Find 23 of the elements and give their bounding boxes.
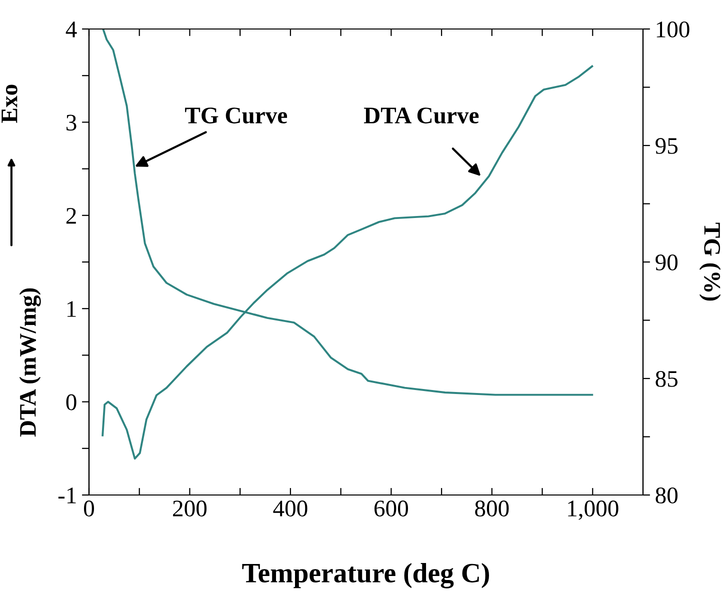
y-tick-label: 2 bbox=[66, 208, 76, 224]
x-tick-label: 200 bbox=[173, 500, 207, 516]
y-tick-label: -1 bbox=[58, 488, 76, 504]
y2-axis-title: TG (%) bbox=[699, 222, 721, 301]
x-tick-label: 800 bbox=[475, 500, 509, 516]
y2-tick-label: 80 bbox=[656, 487, 678, 504]
y-tick-label: 3 bbox=[66, 114, 76, 131]
x-axis-title: Temperature (deg C) bbox=[242, 562, 489, 588]
y-axis-title: DTA (mW/mg) bbox=[19, 288, 41, 437]
y2-tick-label: 100 bbox=[656, 21, 690, 38]
x-tick-label: 1,000 bbox=[568, 500, 618, 520]
y-tick-label: 1 bbox=[67, 301, 76, 317]
y-tick-label: 0 bbox=[66, 394, 76, 410]
annotation: TG Curve bbox=[185, 108, 288, 124]
x-tick-label: 400 bbox=[273, 500, 308, 516]
y-tick-label: 4 bbox=[66, 22, 77, 38]
annotation: DTA Curve bbox=[364, 108, 479, 124]
y2-tick-label: 95 bbox=[656, 138, 678, 154]
x-tick-label: 600 bbox=[374, 500, 408, 516]
x-tick-label: 0 bbox=[84, 500, 94, 516]
y2-tick-label: 85 bbox=[656, 370, 678, 387]
y2-tick-label: 90 bbox=[656, 254, 678, 270]
text: Exo bbox=[2, 84, 18, 123]
